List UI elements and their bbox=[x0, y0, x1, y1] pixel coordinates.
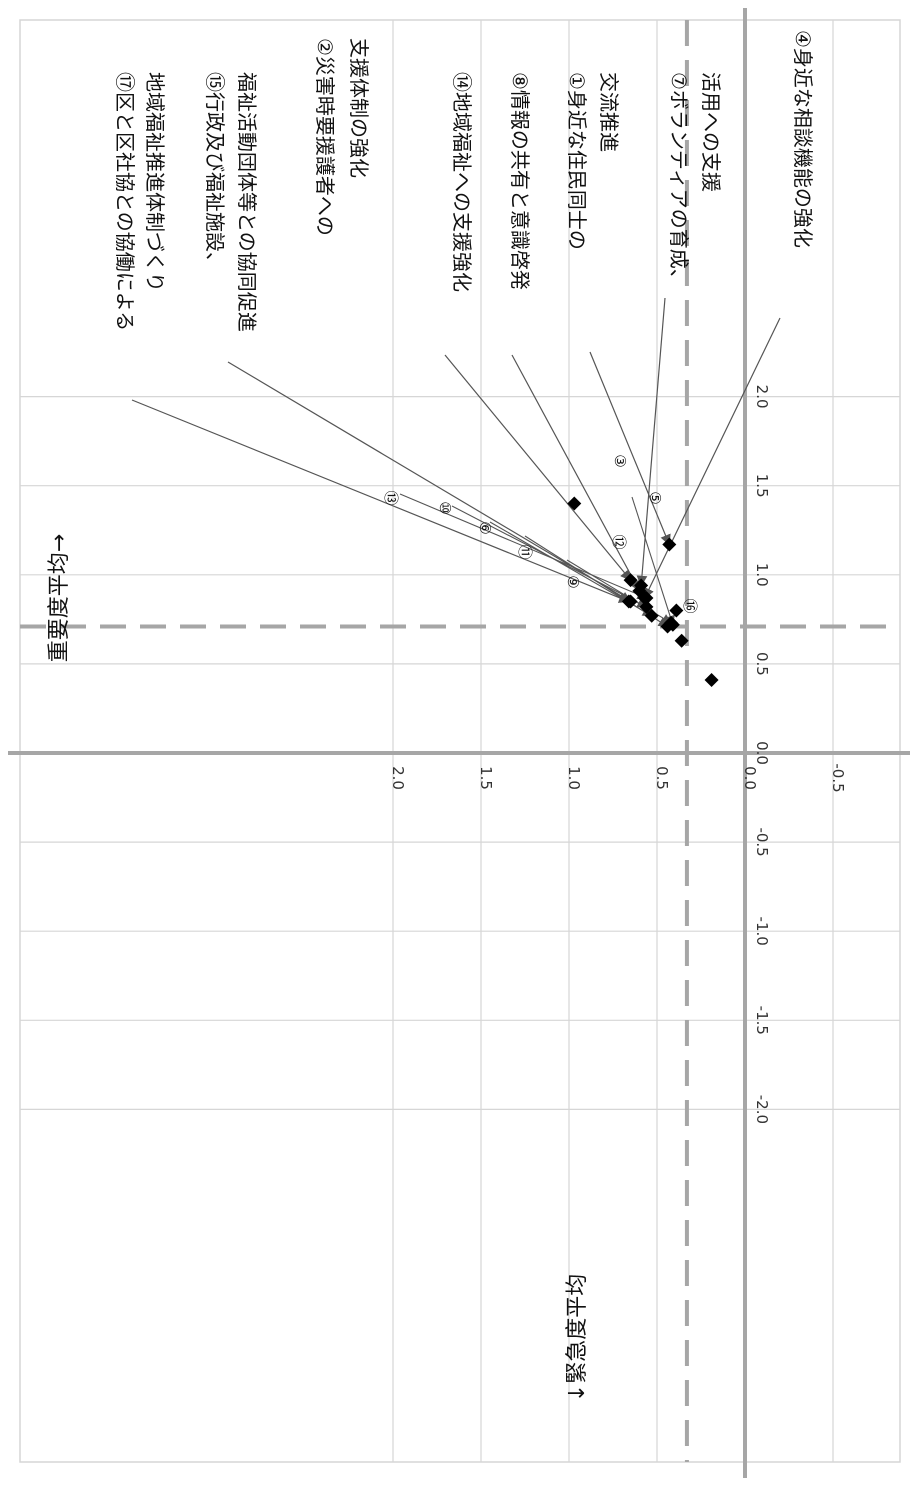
annotation-label: ⑮行政及び福祉施設、 bbox=[203, 72, 227, 272]
annotation-label: ②災害時要援護者への bbox=[313, 38, 337, 236]
y-tick-label: 0.0 bbox=[741, 766, 759, 790]
x-tick-label: -1.5 bbox=[753, 1006, 771, 1035]
x-tick-label: -1.0 bbox=[753, 917, 771, 946]
point-labels: ⑰区と区社協との協働による 地域福祉推進体制づくり ⑮行政及び福祉施設、 福祉活動団体… bbox=[113, 30, 815, 614]
x-tick-label: 0.0 bbox=[753, 741, 771, 765]
x-tick-label: 1.5 bbox=[753, 474, 771, 498]
point-number-label: ⑤ bbox=[646, 491, 664, 504]
data-point bbox=[674, 633, 689, 648]
point-number-label: ⑪ bbox=[516, 544, 534, 559]
point-number-label: ⑬ bbox=[382, 490, 400, 505]
y-tick-label: 1.0 bbox=[565, 766, 583, 790]
point-number-label: ⑯ bbox=[681, 598, 699, 613]
data-point bbox=[639, 590, 654, 605]
average-lines: 重要度平均→ ↓緊急度平均 bbox=[20, 20, 900, 1462]
data-point bbox=[623, 573, 638, 588]
leader-lines bbox=[131, 297, 781, 628]
importance-average-label: 重要度平均→ bbox=[47, 534, 72, 662]
point-number-label: ⑥ bbox=[476, 521, 494, 534]
chart-axes bbox=[8, 8, 910, 1478]
urgency-average-label: ↓緊急度平均 bbox=[565, 1274, 590, 1402]
point-number-label: ⑫ bbox=[610, 534, 628, 549]
number-leader-line bbox=[399, 493, 648, 600]
leader-line bbox=[131, 399, 630, 603]
point-number-label: ⑩ bbox=[436, 501, 454, 514]
annotation-label: 活用への支援 bbox=[699, 72, 723, 192]
annotation-label: ⑭地域福祉への支援強化 bbox=[450, 72, 474, 292]
leader-line bbox=[636, 297, 666, 587]
data-point bbox=[704, 672, 719, 687]
chart-grid bbox=[19, 19, 901, 1463]
data-point bbox=[567, 496, 582, 511]
annotation-label: ①身近な住民同士の bbox=[565, 72, 589, 250]
y-tick-label: -0.5 bbox=[829, 763, 847, 792]
point-number-label: ⑨ bbox=[564, 575, 582, 588]
data-point bbox=[660, 619, 675, 634]
x-tick-label: 0.5 bbox=[753, 652, 771, 676]
x-tick-label: -0.5 bbox=[753, 827, 771, 856]
data-point bbox=[644, 608, 659, 623]
annotation-label: ⑧情報の共有と意識啓発 bbox=[508, 72, 532, 290]
data-point bbox=[621, 594, 636, 609]
point-number-label: ③ bbox=[611, 454, 629, 467]
annotation-label: ⑦ボランティアの育成、 bbox=[667, 72, 691, 289]
annotation-label: 福祉活動団体等との協同促進 bbox=[235, 72, 259, 332]
y-tick-label: 1.5 bbox=[477, 766, 495, 790]
leader-line bbox=[227, 361, 632, 603]
data-point bbox=[639, 599, 654, 614]
annotation-label: 地域福祉推進体制づくり bbox=[143, 72, 167, 292]
x-tick-label: 1.0 bbox=[753, 563, 771, 587]
x-tick-label: 2.0 bbox=[753, 385, 771, 409]
plot-border bbox=[19, 19, 901, 1463]
data-point bbox=[632, 583, 647, 598]
x-tick-label: -2.0 bbox=[753, 1095, 771, 1124]
leader-line bbox=[644, 317, 781, 599]
y-tick-label: 2.0 bbox=[389, 766, 407, 790]
data-points bbox=[567, 496, 719, 687]
leader-line bbox=[589, 351, 671, 546]
tick-labels: -2.0 -1.5 -1.0 -0.5 0.0 0.5 1.0 1.5 2.0 -0.5 0.0 0.… bbox=[389, 385, 847, 1124]
leader-line bbox=[511, 354, 640, 592]
data-point bbox=[669, 603, 684, 618]
annotation-label: ④身近な相談機能の強化 bbox=[791, 30, 815, 248]
y-tick-label: 0.5 bbox=[653, 766, 671, 790]
annotation-label: 支援体制の強化 bbox=[347, 38, 371, 178]
data-point bbox=[662, 537, 677, 552]
leader-line bbox=[444, 354, 632, 581]
number-leader-line bbox=[631, 496, 675, 626]
annotation-label: ⑰区と区社協との協働による bbox=[113, 72, 137, 331]
annotation-label: 交流推進 bbox=[597, 72, 621, 152]
